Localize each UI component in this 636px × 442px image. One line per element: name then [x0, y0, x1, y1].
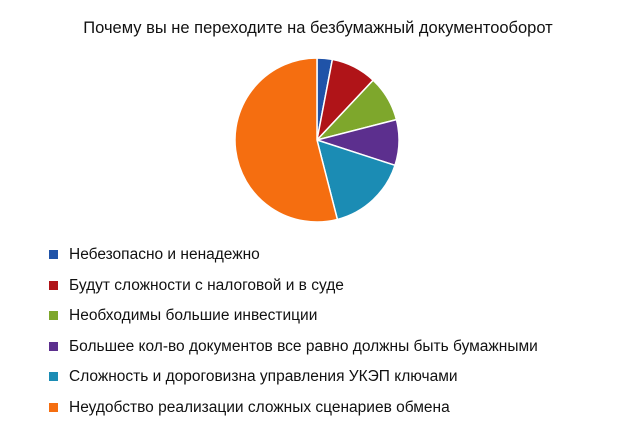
legend-swatch [49, 280, 58, 290]
chart-title: Почему вы не переходите на безбумажный д… [83, 19, 553, 37]
chart-legend: Небезопасно и ненадежно Будут сложности с… [49, 244, 629, 428]
legend-swatch [49, 250, 58, 259]
legend-item-4: Большее кол-во документов все равно долж… [49, 336, 629, 367]
pie-slice-6 [234, 57, 339, 223]
legend-label: Неудобство реализации сложных сценариев … [69, 398, 450, 416]
legend-label: Будут сложности с налоговой и в суде [69, 276, 344, 294]
legend-label: Небезопасно и ненадежно [69, 246, 260, 263]
legend-label: Сложность и дороговизна управления УКЭП … [69, 368, 458, 386]
pie-slice-5 [315, 138, 396, 221]
legend-swatch [49, 372, 58, 382]
pie-plot-area [234, 57, 400, 223]
legend-item-1: Небезопасно и ненадежно [49, 244, 629, 275]
legend-item-2: Будут сложности с налоговой и в суде [49, 275, 629, 306]
legend-label: Необходимы большие инвестиции [69, 307, 318, 325]
legend-swatch [49, 402, 58, 412]
legend-swatch [49, 311, 58, 321]
legend-item-6: Неудобство реализации сложных сценариев … [49, 397, 629, 428]
legend-item-5: Сложность и дороговизна управления УКЭП … [49, 366, 629, 397]
legend-swatch [49, 341, 58, 351]
legend-label: Большее кол-во документов все равно долж… [69, 337, 538, 355]
legend-item-3: Необходимы большие инвестиции [49, 305, 629, 336]
